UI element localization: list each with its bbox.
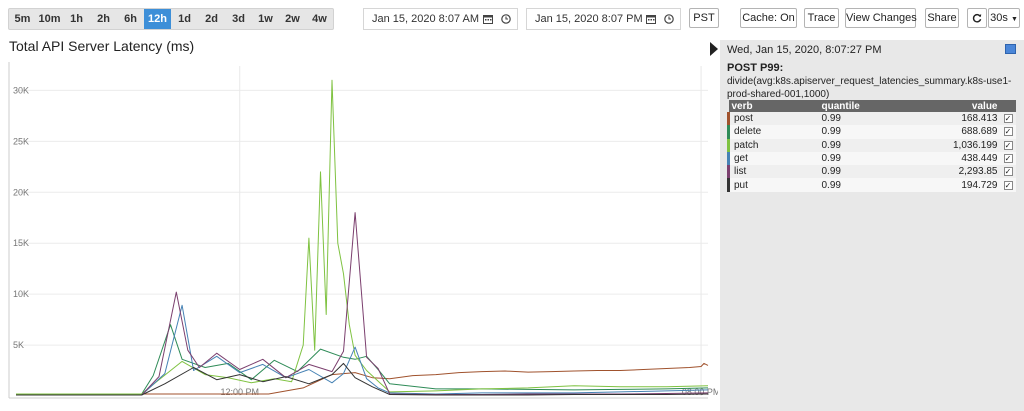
legend-quantile: 0.99 [821, 126, 841, 138]
view-changes-button[interactable]: View Changes [845, 8, 917, 28]
legend-row-list[interactable]: list 0.99 2,293.85 ✓ [727, 165, 1016, 179]
legend-quantile: 0.99 [821, 166, 841, 178]
legend-table: verb quantile value post 0.99 168.413 ✓ dele… [727, 100, 1017, 192]
start-date-field[interactable]: Jan 15, 2020 8:07 AM [363, 8, 518, 30]
legend-col-value: value [908, 100, 1001, 112]
legend-toggle-cell: ✓ [1001, 152, 1016, 165]
refresh-interval-value: 30s [990, 12, 1008, 24]
clock-icon[interactable] [499, 12, 513, 26]
range-button-3d[interactable]: 3d [232, 13, 245, 25]
legend-timestamp: Wed, Jan 15, 2020, 8:07:27 PM [727, 44, 882, 56]
legend-toggle-cell: ✓ [1001, 178, 1016, 191]
range-button-4w[interactable]: 4w [312, 13, 327, 25]
legend-col-verb: verb [728, 100, 819, 112]
legend-panel: Wed, Jan 15, 2020, 8:07:27 PM POST P99: … [710, 40, 1024, 411]
series-line-patch [16, 79, 709, 395]
calendar-icon[interactable] [481, 12, 495, 26]
series-visibility-checkbox[interactable]: ✓ [1003, 114, 1013, 124]
legend-row-post[interactable]: post 0.99 168.413 ✓ [727, 112, 1016, 126]
legend-query-expression: divide(avg:k8s.apiserver_request_latenci… [727, 76, 1012, 100]
caret-down-icon: ▼ [1010, 16, 1018, 23]
range-button-1w[interactable]: 1w [258, 13, 273, 25]
legend-row-patch[interactable]: patch 0.99 1,036.199 ✓ [727, 138, 1016, 152]
time-range-selector: 5m 10m 1h 2h 6h 12h 1d 2d 3d 1w 2w 4w [8, 8, 334, 30]
refresh-interval-select[interactable]: 30s ▼ [988, 8, 1020, 28]
legend-row-delete[interactable]: delete 0.99 688.689 ✓ [727, 125, 1016, 139]
legend-value: 688.689 [961, 126, 998, 138]
legend-config-icon[interactable] [1005, 44, 1016, 54]
legend-heading: POST P99: [727, 62, 784, 74]
latency-line-chart[interactable]: 5K 10K 15K 20K 25K 30K 12:00 PM 08:00 PM [0, 56, 718, 411]
legend-toggle-cell: ✓ [1001, 165, 1016, 178]
refresh-button[interactable] [967, 8, 987, 28]
y-tick-label: 10K [13, 289, 29, 299]
clock-icon[interactable] [662, 12, 676, 26]
range-button-1d[interactable]: 1d [178, 13, 191, 25]
legend-header-row: verb quantile value [728, 100, 1016, 112]
calendar-icon[interactable] [644, 12, 658, 26]
range-button-2h[interactable]: 2h [97, 13, 110, 25]
series-line-get [16, 304, 709, 396]
legend-value: 168.413 [961, 113, 998, 125]
legend-row-put[interactable]: put 0.99 194.729 ✓ [727, 178, 1016, 192]
series-line-list [16, 212, 709, 396]
y-tick-label: 5K [13, 340, 24, 350]
legend-quantile: 0.99 [821, 153, 841, 165]
end-date-field[interactable]: Jan 15, 2020 8:07 PM [526, 8, 681, 30]
legend-value: 438.449 [961, 153, 998, 165]
series-line-post [16, 362, 709, 395]
series-line-delete [16, 324, 709, 395]
x-tick-label: 08:00 PM [682, 387, 718, 397]
collapse-arrow-icon[interactable] [710, 42, 718, 56]
y-tick-label: 25K [13, 136, 29, 146]
range-button-1h[interactable]: 1h [70, 13, 83, 25]
series-line-put [16, 362, 709, 396]
y-tick-label: 20K [13, 187, 29, 197]
legend-quantile: 0.99 [821, 113, 841, 125]
timezone-button[interactable]: PST [689, 8, 719, 28]
series-visibility-checkbox[interactable]: ✓ [1003, 167, 1013, 177]
range-button-10m[interactable]: 10m [38, 13, 61, 25]
share-button[interactable]: Share [925, 8, 959, 28]
refresh-icon [972, 13, 982, 23]
range-button-5m[interactable]: 5m [14, 13, 31, 25]
legend-verb: put [727, 178, 819, 192]
legend-col-quantile: quantile [818, 100, 909, 112]
legend-verb: post [727, 112, 819, 126]
legend-row-get[interactable]: get 0.99 438.449 ✓ [727, 151, 1016, 166]
y-tick-label: 30K [13, 85, 29, 95]
cache-toggle-button[interactable]: Cache: On [740, 8, 797, 28]
range-button-6h[interactable]: 6h [124, 13, 137, 25]
range-button-12h[interactable]: 12h [144, 9, 171, 29]
legend-quantile: 0.99 [821, 179, 841, 191]
trace-button[interactable]: Trace [804, 8, 839, 28]
chart-title: Total API Server Latency (ms) [9, 38, 195, 54]
legend-col-toggle [1000, 100, 1016, 112]
legend-toggle-cell: ✓ [1001, 112, 1016, 125]
series-visibility-checkbox[interactable]: ✓ [1003, 140, 1013, 150]
legend-verb: list [727, 165, 819, 179]
legend-verb: delete [727, 125, 819, 139]
legend-toggle-cell: ✓ [1001, 139, 1016, 152]
range-button-2w[interactable]: 2w [285, 13, 300, 25]
legend-verb: patch [727, 138, 819, 152]
x-tick-label: 12:00 PM [220, 387, 259, 397]
legend-verb: get [727, 151, 819, 166]
legend-toggle-cell: ✓ [1001, 125, 1016, 138]
series-visibility-checkbox[interactable]: ✓ [1003, 154, 1013, 164]
legend-value: 194.729 [961, 179, 998, 191]
y-tick-label: 15K [13, 238, 29, 248]
series-visibility-checkbox[interactable]: ✓ [1003, 180, 1013, 190]
start-date-text: Jan 15, 2020 8:07 AM [372, 13, 480, 25]
range-button-2d[interactable]: 2d [205, 13, 218, 25]
legend-value: 1,036.199 [953, 139, 998, 151]
legend-quantile: 0.99 [821, 139, 841, 151]
end-date-text: Jan 15, 2020 8:07 PM [535, 13, 643, 25]
legend-value: 2,293.85 [958, 166, 998, 178]
series-visibility-checkbox[interactable]: ✓ [1003, 127, 1013, 137]
